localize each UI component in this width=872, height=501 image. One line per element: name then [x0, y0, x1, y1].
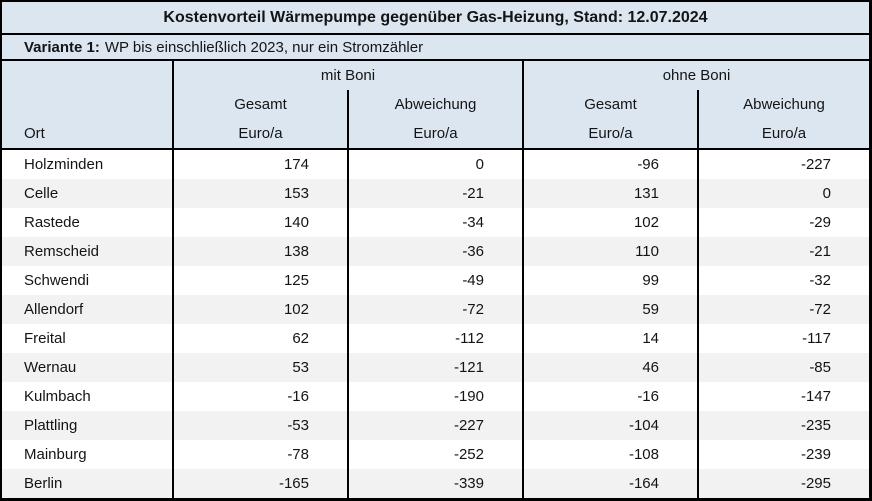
cell-ohne-abweichung: -32	[697, 266, 869, 295]
cell-ohne-abweichung: -117	[697, 324, 869, 353]
cell-ohne-gesamt: -16	[522, 382, 697, 411]
cell-ohne-abweichung: -295	[697, 469, 869, 498]
col-group-mit-boni: mit Boni	[172, 61, 522, 90]
col-header-ohne-gesamt: Gesamt	[522, 90, 697, 119]
cell-mit-abweichung: -190	[347, 382, 522, 411]
cell-ohne-abweichung: -235	[697, 411, 869, 440]
col-unit-mit-abweichung: Euro/a	[347, 119, 522, 148]
table-body: Holzminden 174 0 -96 -227 Celle 153 -21 …	[2, 150, 869, 498]
table-row: Rastede 140 -34 102 -29	[2, 208, 869, 237]
cell-ohne-abweichung: -72	[697, 295, 869, 324]
cell-mit-gesamt: 125	[172, 266, 347, 295]
cell-ohne-gesamt: 46	[522, 353, 697, 382]
cell-mit-abweichung: -252	[347, 440, 522, 469]
cell-mit-abweichung: -121	[347, 353, 522, 382]
cell-mit-abweichung: -339	[347, 469, 522, 498]
variant-subtitle: Variante 1: WP bis einschließlich 2023, …	[2, 35, 869, 61]
table-row: Celle 153 -21 131 0	[2, 179, 869, 208]
cell-ort: Berlin	[24, 475, 63, 492]
cell-ort: Kulmbach	[24, 388, 91, 405]
cell-ohne-gesamt: -104	[522, 411, 697, 440]
column-header-row: Ort mit Boni ohne Boni Gesamt Abweichung…	[2, 61, 869, 150]
cell-ort: Holzminden	[24, 156, 104, 173]
table-row: Plattling -53 -227 -104 -235	[2, 411, 869, 440]
cell-mit-abweichung: -112	[347, 324, 522, 353]
cell-ohne-abweichung: 0	[697, 179, 869, 208]
cell-ort: Wernau	[24, 359, 77, 376]
cell-mit-abweichung: -36	[347, 237, 522, 266]
cell-mit-abweichung: -21	[347, 179, 522, 208]
table-row: Wernau 53 -121 46 -85	[2, 353, 869, 382]
table-row: Mainburg -78 -252 -108 -239	[2, 440, 869, 469]
col-unit-ohne-gesamt: Euro/a	[522, 119, 697, 148]
cell-ort: Plattling	[24, 417, 78, 434]
cell-mit-gesamt: 102	[172, 295, 347, 324]
table-row: Berlin -165 -339 -164 -295	[2, 469, 869, 498]
cell-mit-gesamt: -165	[172, 469, 347, 498]
cell-ohne-gesamt: 110	[522, 237, 697, 266]
cell-mit-abweichung: -72	[347, 295, 522, 324]
cell-ohne-gesamt: -96	[522, 150, 697, 179]
cell-mit-abweichung: -227	[347, 411, 522, 440]
variant-label: Variante 1:	[24, 38, 100, 56]
table-row: Allendorf 102 -72 59 -72	[2, 295, 869, 324]
table-row: Schwendi 125 -49 99 -32	[2, 266, 869, 295]
variant-text: WP bis einschließlich 2023, nur ein Stro…	[104, 38, 424, 56]
cell-ohne-abweichung: -85	[697, 353, 869, 382]
col-header-ohne-abweichung: Abweichung	[697, 90, 869, 119]
cell-ohne-abweichung: -29	[697, 208, 869, 237]
cell-ohne-gesamt: -164	[522, 469, 697, 498]
cell-ort: Allendorf	[24, 301, 84, 318]
cell-ohne-gesamt: 99	[522, 266, 697, 295]
cell-ohne-gesamt: 59	[522, 295, 697, 324]
cell-ort: Freital	[24, 330, 66, 347]
cell-mit-gesamt: 62	[172, 324, 347, 353]
cell-ohne-gesamt: 14	[522, 324, 697, 353]
cell-mit-gesamt: 53	[172, 353, 347, 382]
cell-mit-gesamt: -16	[172, 382, 347, 411]
cell-ort: Remscheid	[24, 243, 100, 260]
col-header-mit-abweichung: Abweichung	[347, 90, 522, 119]
cell-mit-abweichung: -49	[347, 266, 522, 295]
cell-mit-gesamt: 138	[172, 237, 347, 266]
table-row: Remscheid 138 -36 110 -21	[2, 237, 869, 266]
cell-ohne-abweichung: -21	[697, 237, 869, 266]
cell-mit-gesamt: -78	[172, 440, 347, 469]
cell-ohne-abweichung: -147	[697, 382, 869, 411]
col-header-mit-gesamt: Gesamt	[172, 90, 347, 119]
table-row: Freital 62 -112 14 -117	[2, 324, 869, 353]
col-unit-mit-gesamt: Euro/a	[172, 119, 347, 148]
cell-ort: Schwendi	[24, 272, 90, 289]
cell-ohne-abweichung: -239	[697, 440, 869, 469]
cell-ort: Celle	[24, 185, 59, 202]
table-row: Holzminden 174 0 -96 -227	[2, 150, 869, 179]
cell-ohne-gesamt: 102	[522, 208, 697, 237]
cell-ort: Mainburg	[24, 446, 87, 463]
col-unit-ohne-abweichung: Euro/a	[697, 119, 869, 148]
cell-ohne-gesamt: 131	[522, 179, 697, 208]
cell-mit-gesamt: -53	[172, 411, 347, 440]
cell-mit-abweichung: -34	[347, 208, 522, 237]
cell-mit-abweichung: 0	[347, 150, 522, 179]
col-header-ort: Ort	[24, 125, 45, 142]
cell-mit-gesamt: 174	[172, 150, 347, 179]
table-title: Kostenvorteil Wärmepumpe gegenüber Gas-H…	[2, 2, 869, 35]
cell-mit-gesamt: 140	[172, 208, 347, 237]
table-row: Kulmbach -16 -190 -16 -147	[2, 382, 869, 411]
cell-ohne-abweichung: -227	[697, 150, 869, 179]
cell-ohne-gesamt: -108	[522, 440, 697, 469]
cell-ort: Rastede	[24, 214, 80, 231]
cell-mit-gesamt: 153	[172, 179, 347, 208]
col-group-ohne-boni: ohne Boni	[522, 61, 869, 90]
